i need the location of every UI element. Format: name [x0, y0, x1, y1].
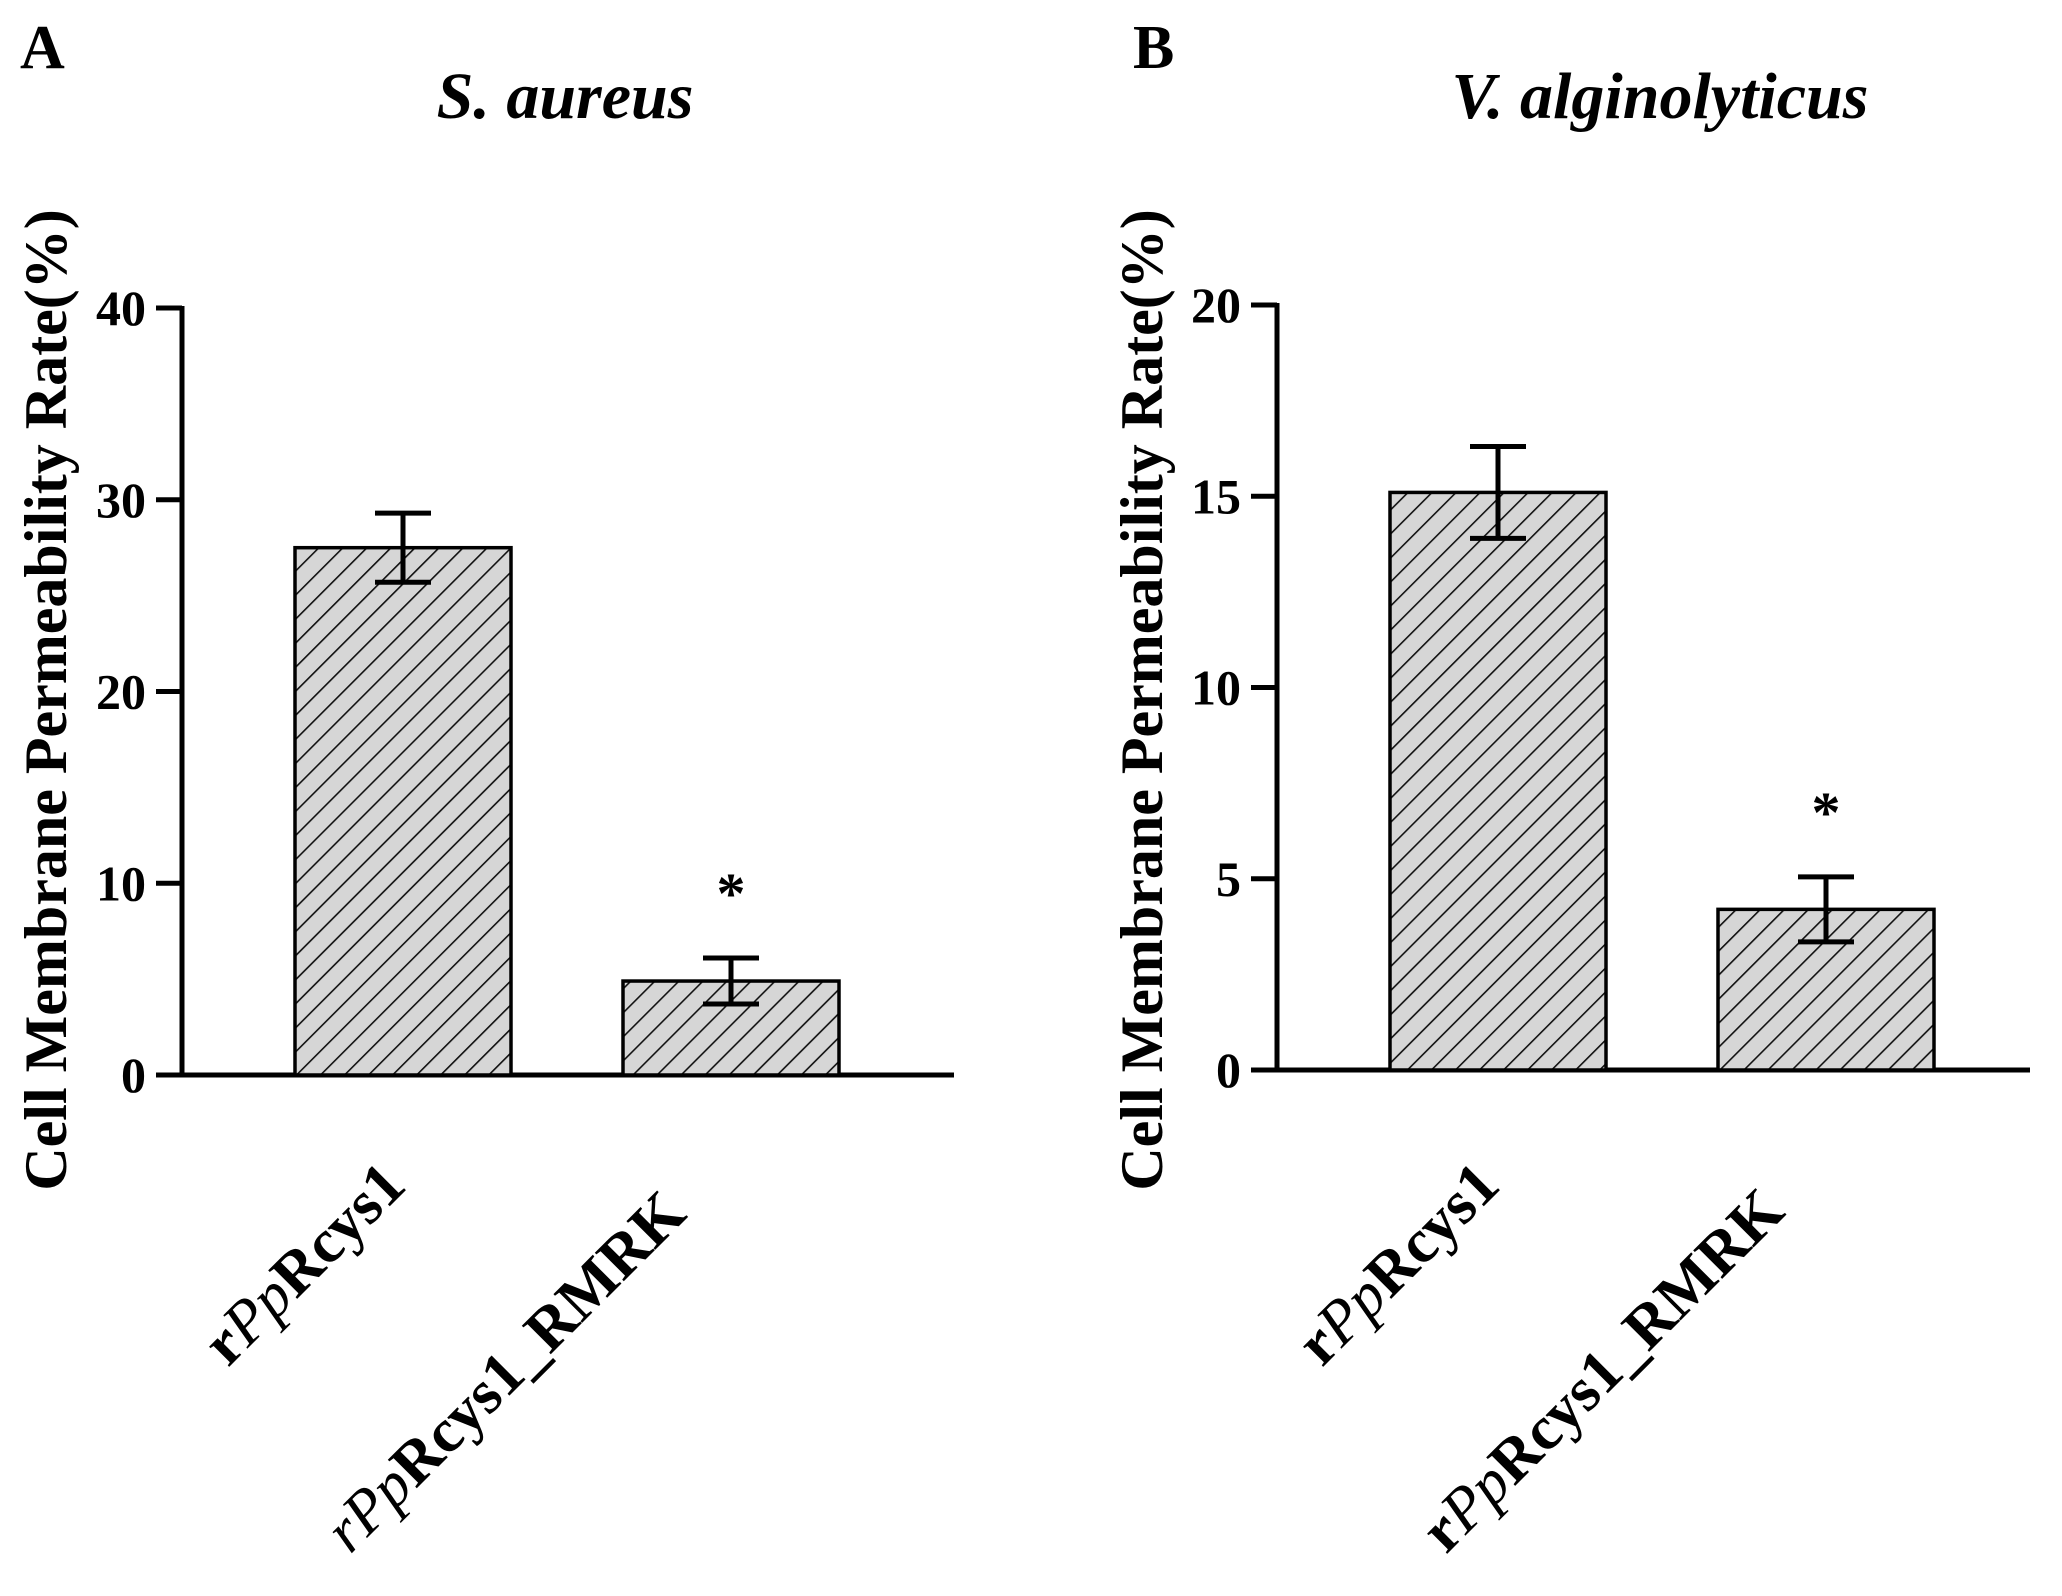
- category-label: rPpRcys1: [1284, 1150, 1512, 1378]
- panel-a-y-axis-label: Cell Membrane Permeability Rate(%): [13, 209, 79, 1190]
- y-tick-label: 5: [1216, 851, 1241, 907]
- error-bar: [1470, 444, 1526, 541]
- bar: [1388, 490, 1608, 1072]
- y-tick-label: 20: [1191, 277, 1241, 333]
- panel-a-y-ticks: 0 10 20 30 40: [96, 280, 182, 1103]
- panel-b-title: V. alginolyticus: [1452, 60, 1869, 133]
- panel-b-letter: B: [1133, 14, 1174, 82]
- y-tick-label: 15: [1191, 468, 1241, 524]
- y-tick-label: 10: [1191, 660, 1241, 716]
- significance-marker: *: [1812, 780, 1841, 845]
- bar: [293, 545, 513, 1077]
- y-tick-label: 0: [121, 1047, 146, 1103]
- panel-a-title: S. aureus: [437, 60, 694, 133]
- y-tick-label: 30: [96, 472, 146, 528]
- panel-a-letter: A: [20, 14, 65, 82]
- panel-a-bars: *: [293, 510, 841, 1077]
- y-tick-label: 20: [96, 664, 146, 720]
- y-tick-label: 10: [96, 855, 146, 911]
- error-bar: [703, 955, 759, 1007]
- y-tick-label: 40: [96, 280, 146, 336]
- panel-b: B V. alginolyticus Cell Membrane Permeab…: [1109, 14, 2030, 1565]
- panel-b-y-axis-label: Cell Membrane Permeability Rate(%): [1109, 209, 1175, 1190]
- error-bar: [375, 510, 431, 585]
- panel-a: A S. aureus Cell Membrane Permeability R…: [13, 14, 954, 1565]
- panel-b-y-ticks: 0 5 10 15 20: [1191, 277, 1277, 1098]
- significance-marker: *: [717, 861, 746, 926]
- error-bar: [1798, 874, 1854, 945]
- category-label: rPpRcys1: [190, 1150, 418, 1378]
- panel-b-bars: *: [1388, 444, 1936, 1072]
- y-tick-label: 0: [1216, 1042, 1241, 1098]
